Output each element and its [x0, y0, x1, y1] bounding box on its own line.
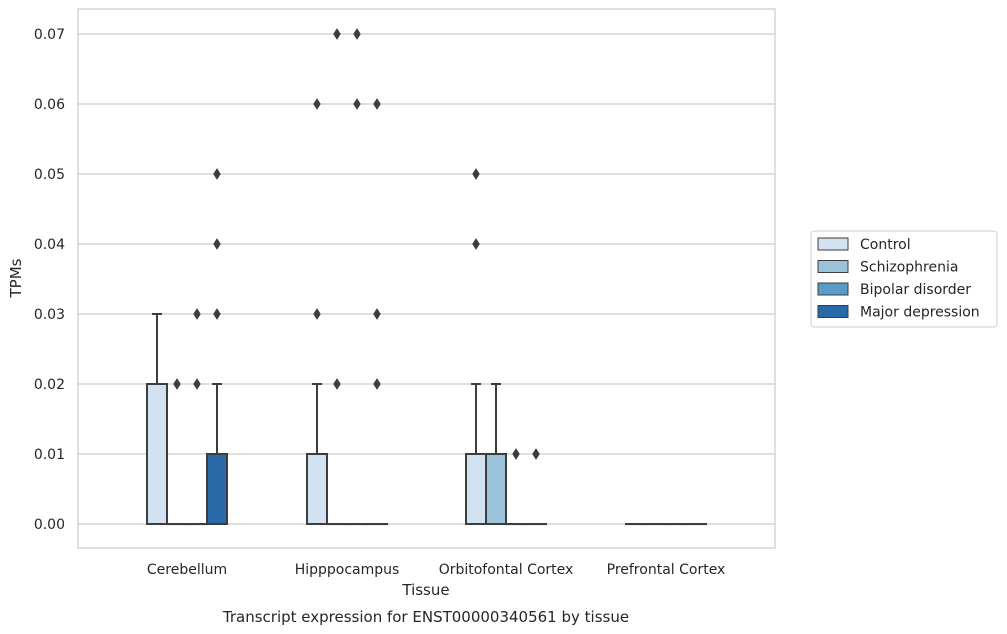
outlier-point — [193, 378, 201, 390]
legend-frame — [810, 230, 998, 328]
y-tick-label: 0.06 — [34, 97, 65, 113]
outlier-point — [313, 308, 321, 320]
y-tick-label: 0.01 — [34, 447, 65, 463]
box-control — [146, 313, 168, 525]
outlier-point — [532, 448, 540, 460]
y-tick-label: 0.03 — [34, 307, 65, 323]
y-axis-ticks: 0.00 0.01 0.02 0.03 0.04 0.05 0.06 0.07 — [34, 27, 65, 533]
box-control — [465, 383, 487, 525]
outlier-point — [512, 448, 520, 460]
y-tick-label: 0.04 — [34, 237, 65, 253]
legend-swatch — [817, 305, 849, 318]
legend-swatch — [817, 260, 849, 273]
legend-label: Major depression — [860, 305, 980, 321]
legend: Control Schizophrenia Bipolar disorder Majo… — [810, 230, 998, 328]
outlier-point — [213, 168, 221, 180]
outlier-point — [472, 168, 480, 180]
box — [306, 453, 328, 525]
outliers — [173, 28, 540, 460]
legend-label: Control — [860, 237, 911, 253]
box — [206, 453, 228, 525]
box-control — [306, 383, 328, 525]
outlier-point — [333, 28, 341, 40]
x-tick-label: Cerebellum — [147, 562, 227, 578]
legend-label: Schizophrenia — [860, 260, 958, 276]
y-tick-label: 0.02 — [34, 377, 65, 393]
legend-swatch — [817, 282, 849, 296]
outlier-point — [472, 238, 480, 250]
box — [485, 453, 507, 525]
gridlines — [78, 33, 775, 525]
chart-caption: Transcript expression for ENST0000034056… — [222, 608, 629, 626]
legend-label: Bipolar disorder — [860, 282, 971, 298]
y-tick-label: 0.05 — [34, 167, 65, 183]
outlier-point — [173, 378, 181, 390]
outlier-point — [213, 308, 221, 320]
y-tick-label: 0.00 — [34, 517, 65, 533]
x-axis-label: Tissue — [401, 581, 449, 599]
legend-swatch — [817, 237, 849, 251]
outlier-point — [193, 308, 201, 320]
y-axis-label: TPMs — [7, 258, 25, 298]
outlier-point — [373, 378, 381, 390]
x-tick-label: Orbitofontal Cortex — [439, 562, 574, 578]
box — [465, 453, 487, 525]
box — [146, 383, 168, 525]
outlier-point — [353, 98, 361, 110]
box-major-depression — [206, 383, 228, 525]
x-tick-label: Prefrontal Cortex — [607, 562, 726, 578]
outlier-point — [313, 98, 321, 110]
plot-frame — [77, 8, 776, 549]
outlier-point — [373, 98, 381, 110]
x-axis-ticks: Cerebellum Hipppocampus Orbitofontal Corte… — [147, 562, 725, 578]
outlier-point — [353, 28, 361, 40]
box-schizophrenia — [485, 383, 507, 525]
y-tick-label: 0.07 — [34, 27, 65, 43]
outlier-point — [213, 238, 221, 250]
x-tick-label: Hipppocampus — [295, 562, 400, 578]
boxes — [146, 313, 707, 526]
outlier-point — [373, 308, 381, 320]
outlier-point — [333, 378, 341, 390]
